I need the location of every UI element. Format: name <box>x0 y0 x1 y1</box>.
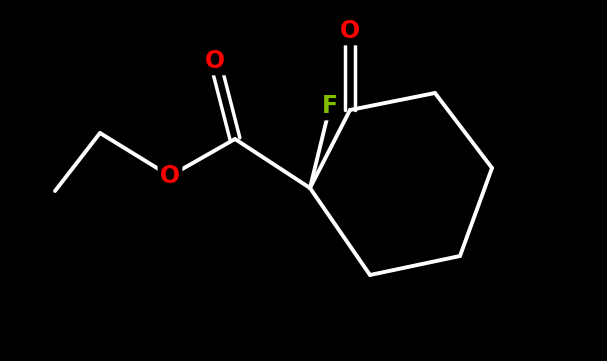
Text: O: O <box>205 49 225 73</box>
Text: F: F <box>322 94 338 118</box>
Text: O: O <box>160 164 180 188</box>
Text: O: O <box>340 19 360 43</box>
